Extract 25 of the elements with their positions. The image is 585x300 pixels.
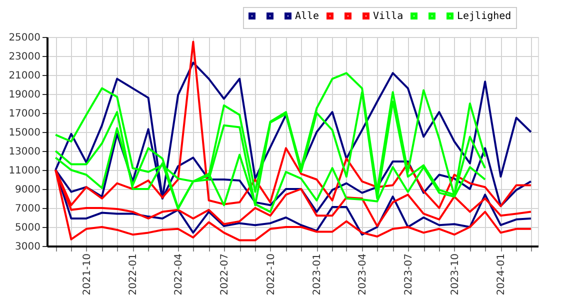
y-tick-label: 13000: [8, 146, 40, 158]
x-tick-label: 2022-10: [266, 254, 277, 296]
y-tick-label: 23000: [8, 52, 40, 62]
x-tick-label: 2024-01: [496, 254, 508, 296]
x-tick-label: 2023-10: [450, 254, 461, 296]
y-tick-label: 25000: [8, 32, 40, 44]
y-tick-label: 19000: [8, 90, 40, 100]
legend-label: Lejlighed: [457, 11, 512, 22]
y-tick-label: 3000: [15, 242, 40, 252]
y-tick-label: 9000: [15, 184, 40, 196]
x-tick-label: 2021-10: [82, 254, 93, 296]
x-tick-label: 2023-07: [403, 254, 414, 296]
legend-label: Alle: [295, 11, 320, 22]
y-tick-label: 15000: [8, 128, 40, 138]
x-tick-label: 2022-07: [219, 254, 230, 296]
x-tick-label: 2022-01: [128, 254, 140, 296]
legend-label: Villa: [373, 11, 404, 22]
y-tick-label: 21000: [8, 70, 40, 82]
y-tick-label: 7000: [15, 204, 40, 214]
x-tick-label: 2022-04: [174, 254, 185, 296]
y-tick-label: 5000: [15, 222, 40, 234]
y-tick-label: 17000: [8, 108, 40, 120]
y-tick-label: 11000: [8, 166, 40, 176]
x-tick-label: 2023-04: [358, 254, 369, 296]
x-tick-label: 2023-01: [312, 254, 324, 296]
